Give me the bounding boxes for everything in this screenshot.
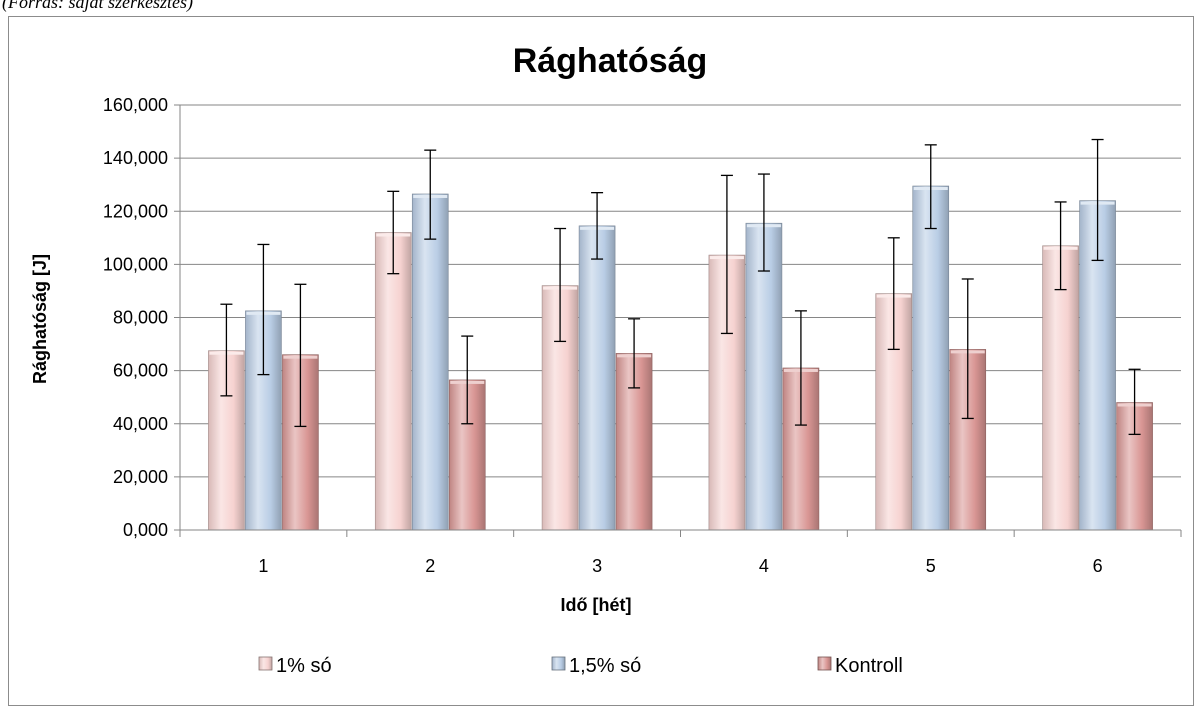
- bar: [912, 185, 950, 531]
- legend-swatch: [551, 656, 566, 671]
- x-axis-ticks: 1 2 3 4 5 6: [179, 530, 1182, 576]
- source-caption: (Forrás: saját szerkesztés): [2, 0, 193, 12]
- x-tick-label: 4: [759, 556, 769, 576]
- bar: [374, 232, 412, 531]
- y-axis-ticks: 0,000 20,000 40,000 60,000 80,000 100,000 120,…: [103, 95, 180, 540]
- x-tick-label: 2: [425, 556, 435, 576]
- gridlines: [180, 104, 1181, 478]
- legend-label: 1,5% só: [569, 655, 641, 677]
- y-tick-label: 140,000: [103, 148, 168, 168]
- x-tick-label: 3: [592, 556, 602, 576]
- y-tick-label: 80,000: [113, 308, 168, 328]
- bar: [411, 193, 449, 531]
- legend-swatch: [817, 656, 832, 671]
- bar: [578, 225, 616, 531]
- legend-swatch: [258, 656, 273, 671]
- y-tick-label: 100,000: [103, 254, 168, 274]
- y-tick-label: 0,000: [123, 520, 168, 540]
- chart-title: Rághatóság: [513, 42, 708, 80]
- y-tick-label: 40,000: [113, 414, 168, 434]
- legend-label: 1% só: [276, 655, 332, 677]
- x-tick-label: 6: [1093, 556, 1103, 576]
- x-axis-title: Idő [hét]: [561, 595, 632, 615]
- y-axis-title: Rághatóság [J]: [30, 254, 50, 384]
- y-tick-label: 20,000: [113, 467, 168, 487]
- y-tick-label: 160,000: [103, 95, 168, 115]
- legend: 1% só 1,5% só Kontroll: [258, 655, 903, 677]
- bar: [745, 222, 783, 531]
- legend-label: Kontroll: [835, 655, 903, 677]
- y-tick-label: 60,000: [113, 361, 168, 381]
- x-tick-label: 1: [258, 556, 268, 576]
- bar: [1042, 245, 1079, 531]
- error-bars: [220, 138, 1141, 436]
- x-tick-label: 5: [926, 556, 936, 576]
- y-tick-label: 120,000: [103, 201, 168, 221]
- bars: [208, 185, 1153, 531]
